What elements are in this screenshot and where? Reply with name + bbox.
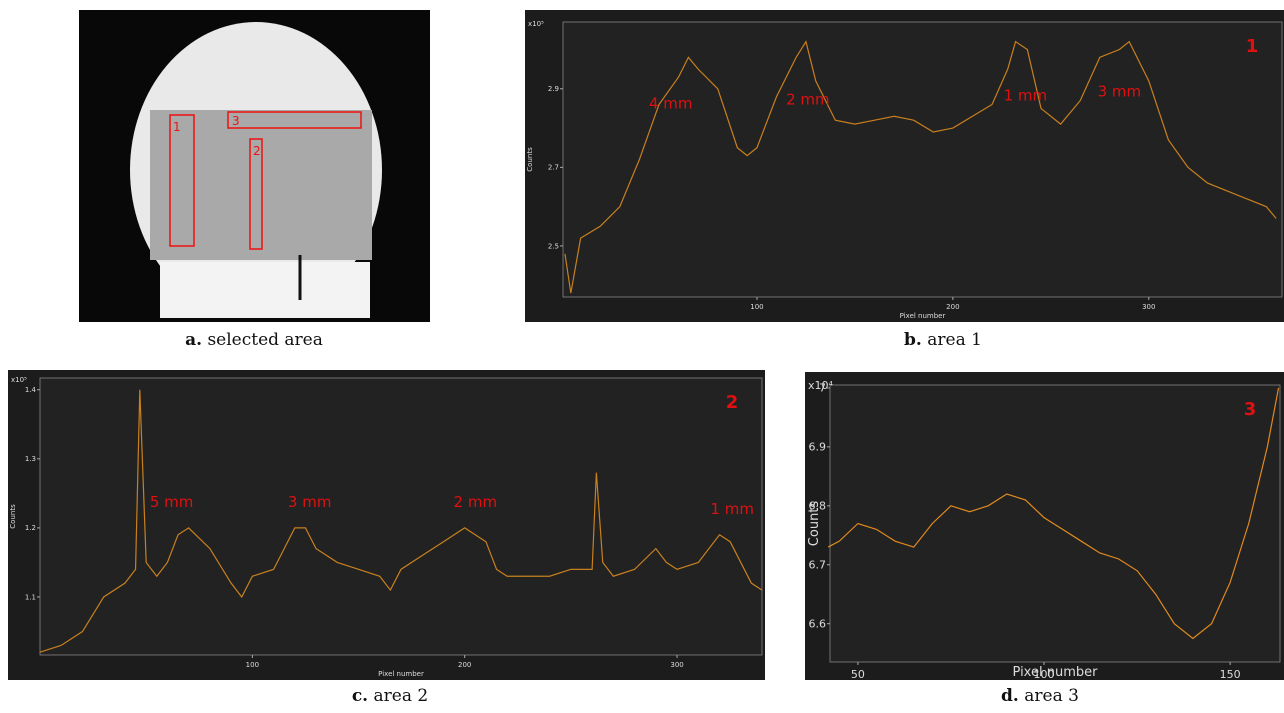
x-axis-label: Pixel number: [900, 312, 946, 320]
y-axis-label: Counts: [526, 147, 534, 172]
annotation: 2 mm: [786, 91, 830, 109]
x-axis-label: Pixel number: [378, 670, 424, 678]
annotation: 5 mm: [150, 493, 194, 511]
panel-number: 2: [726, 392, 739, 413]
panel-number: 1: [1246, 36, 1259, 57]
caption-letter: c.: [352, 686, 368, 706]
y-tick-label: 1.4: [25, 386, 37, 394]
x-tick-label: 100: [246, 661, 259, 669]
caption: a. selected area: [185, 330, 323, 350]
x-tick-label: 300: [1142, 303, 1155, 311]
annotation: 3 mm: [1098, 83, 1142, 101]
caption-text: selected area: [207, 330, 322, 350]
y-tick-label: 6.9: [809, 441, 827, 454]
region-label: 3: [232, 114, 240, 128]
caption: b. area 1: [904, 330, 982, 350]
x-tick-label: 100: [750, 303, 763, 311]
x-tick-label: 200: [946, 303, 959, 311]
caption: c. area 2: [352, 686, 428, 706]
multiplier: x10⁵: [528, 20, 544, 28]
y-tick-label: 6.7: [809, 558, 827, 571]
y-axis-label: Counts: [9, 504, 17, 529]
region-label: 2: [253, 144, 261, 158]
caption-text: area 1: [927, 330, 982, 350]
figure: 1 2 3 a. selected area 2.5 2.7 2.9 100 200 30…: [0, 0, 1284, 713]
y-axis-label: Counts: [807, 501, 822, 547]
x-tick-label: 150: [1220, 668, 1241, 681]
multiplier: x10⁵: [11, 376, 27, 384]
y-tick-label: 2.5: [548, 242, 559, 250]
y-tick-label: 2.9: [548, 85, 559, 93]
plot-area: [40, 378, 762, 655]
caption-letter: a.: [185, 330, 202, 350]
panel-number: 3: [1244, 399, 1257, 420]
multiplier: x10⁴: [808, 379, 834, 392]
y-tick-label: 1.1: [25, 593, 36, 601]
caption-text: area 2: [374, 686, 429, 706]
region-label: 1: [173, 120, 181, 134]
y-tick-label: 1.3: [25, 455, 36, 463]
x-axis-label: Pixel number: [1013, 665, 1099, 680]
sample-edge: [160, 262, 370, 318]
y-tick-label: 6.6: [809, 617, 827, 630]
y-tick-label: 2.7: [548, 164, 559, 172]
plot-area: [563, 22, 1282, 297]
caption-letter: d.: [1001, 686, 1019, 706]
x-tick-label: 200: [458, 661, 471, 669]
x-tick-label: 300: [670, 661, 683, 669]
caption: d. area 3: [1001, 686, 1079, 706]
y-tick-label: 1.2: [25, 524, 36, 532]
x-tick-label: 50: [851, 668, 865, 681]
annotation: 3 mm: [288, 493, 332, 511]
caption-letter: b.: [904, 330, 922, 350]
annotation: 1 mm: [1004, 87, 1048, 105]
caption-text: area 3: [1024, 686, 1079, 706]
annotation: 1 mm: [710, 500, 754, 518]
annotation: 4 mm: [649, 94, 693, 112]
sample: [150, 110, 372, 260]
panel-a: 1 2 3 a. selected area: [79, 10, 430, 350]
annotation: 2 mm: [454, 493, 498, 511]
